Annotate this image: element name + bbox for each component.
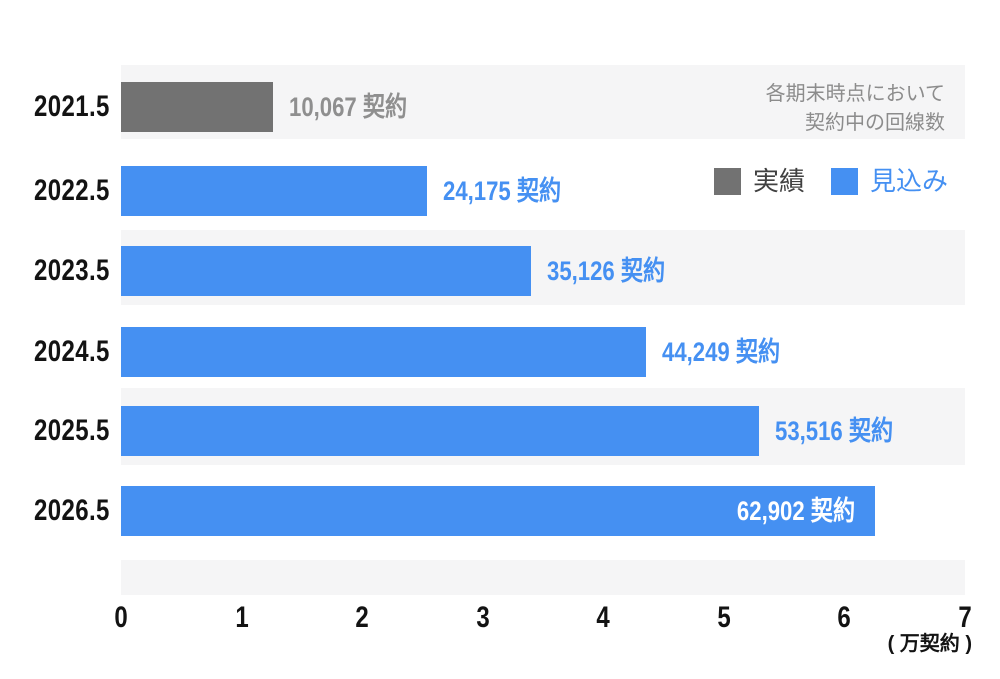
x-axis: 0 1 2 3 4 5 6 7 [114, 601, 971, 635]
bar-2021.5 [121, 82, 273, 132]
legend: 実績 見込み [713, 166, 948, 196]
background-stripe [121, 560, 965, 595]
legend-label-forecast: 見込み [869, 166, 948, 196]
annotation-line-2: 契約中の回線数 [805, 112, 945, 134]
x-tick-2: 2 [355, 601, 369, 634]
value-label-2025.5: 53,516 契約 [775, 416, 894, 446]
year-label-2024.5: 2024.5 [34, 335, 110, 368]
x-tick-7: 7 [958, 601, 972, 634]
x-tick-3: 3 [476, 601, 490, 634]
x-tick-4: 4 [596, 601, 610, 634]
chart-annotation: 各期末時点において 契約中の回線数 [766, 80, 945, 138]
x-tick-1: 1 [234, 601, 249, 634]
year-label-2025.5: 2025.5 [34, 414, 110, 447]
legend-item-forecast: 見込み [830, 166, 948, 196]
value-label-2024.5: 44,249 契約 [662, 337, 781, 367]
plot-area: 10,067 契約 24,175 契約 35,126 契約 44,249 契約 53,5… [121, 65, 965, 595]
value-label-2026.5: 62,902 契約 [736, 496, 855, 526]
bar-2023.5 [121, 246, 531, 296]
legend-swatch-forecast [830, 167, 858, 195]
value-label-2023.5: 35,126 契約 [547, 256, 666, 286]
year-label-2026.5: 2026.5 [34, 494, 110, 527]
bar-2022.5 [121, 166, 427, 216]
y-axis-labels: 2021.5 2022.5 2023.5 2024.5 2025.5 2026.5 [0, 65, 110, 595]
x-axis-unit-label: ( 万契約 ) [887, 633, 972, 655]
value-label-2022.5: 24,175 契約 [443, 176, 562, 206]
year-label-2022.5: 2022.5 [34, 174, 110, 207]
x-tick-6: 6 [837, 601, 852, 634]
year-label-2021.5: 2021.5 [34, 90, 110, 123]
year-label-2023.5: 2023.5 [34, 254, 110, 287]
value-label-2021.5: 10,067 契約 [289, 92, 408, 122]
bar-2026.5 [121, 486, 875, 536]
legend-label-actual: 実績 [752, 166, 805, 196]
bar-2024.5 [121, 327, 646, 377]
legend-swatch-actual [713, 167, 741, 195]
legend-item-actual: 実績 [713, 166, 805, 196]
x-tick-0: 0 [114, 601, 128, 634]
bar-2025.5 [121, 406, 759, 456]
x-tick-5: 5 [717, 601, 731, 634]
annotation-line-1: 各期末時点において [765, 83, 945, 105]
